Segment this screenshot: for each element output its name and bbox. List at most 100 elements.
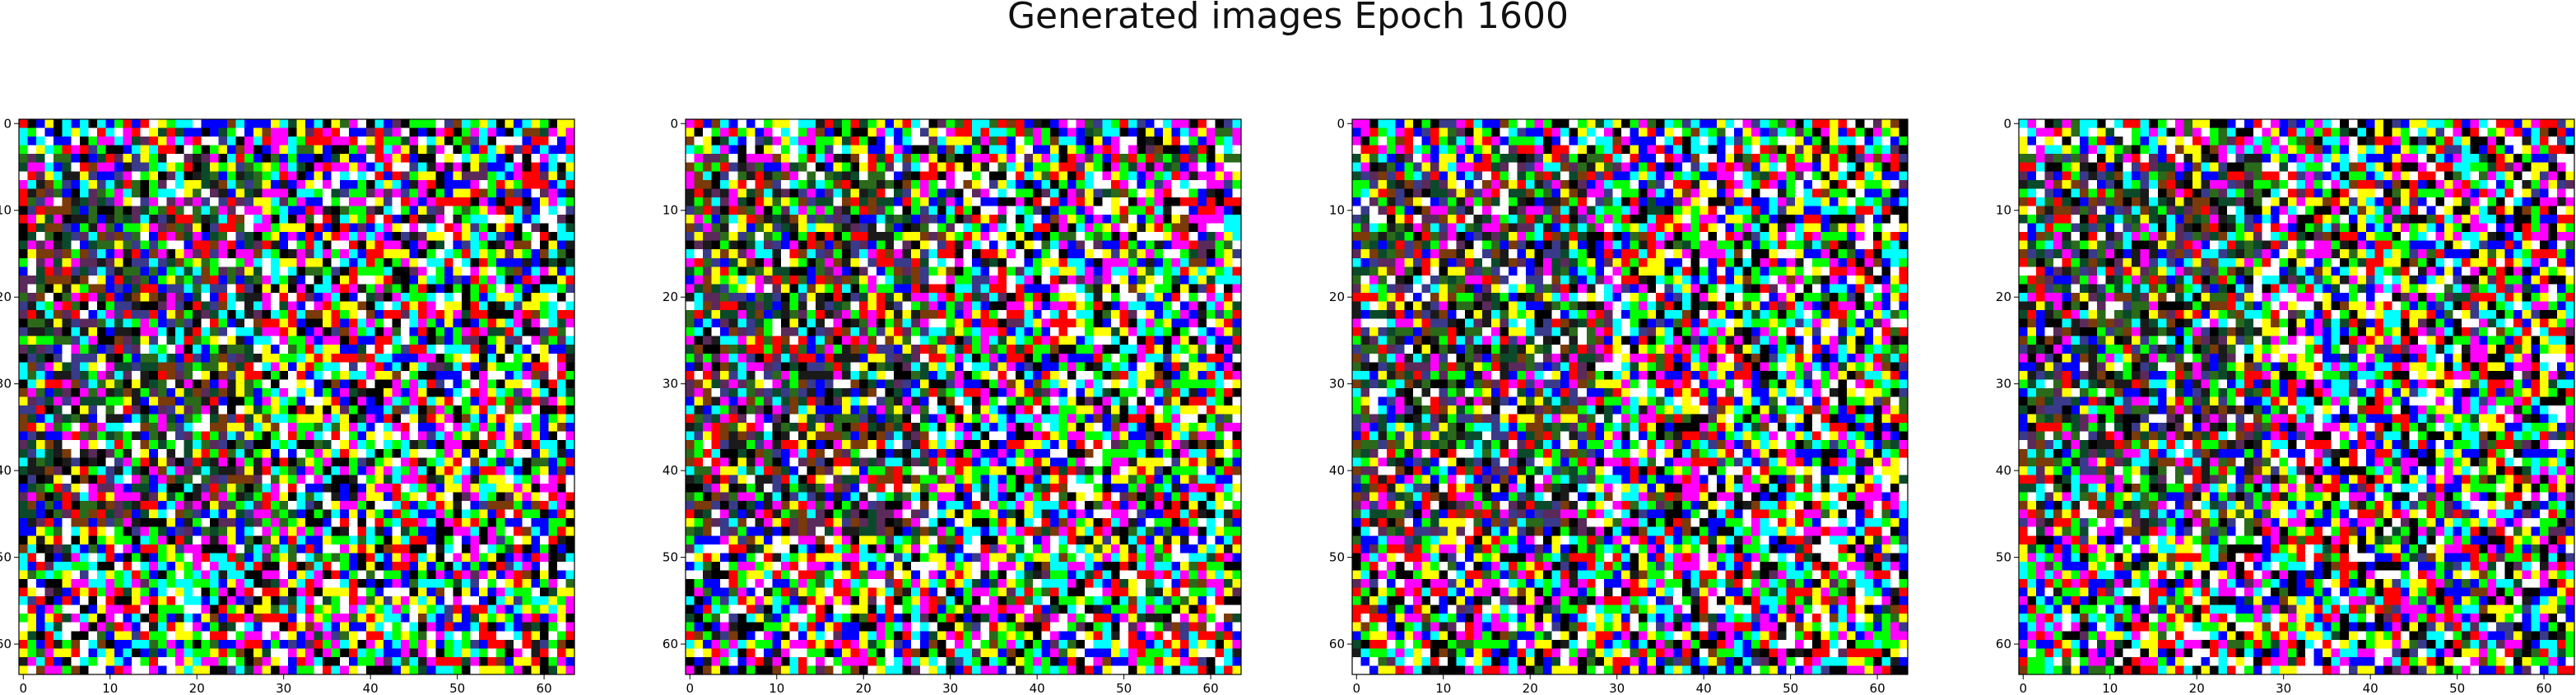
pixel (374, 301, 384, 311)
pixel (409, 596, 419, 605)
pixel (374, 614, 384, 623)
pixel (409, 232, 419, 242)
pixel (556, 370, 566, 380)
pixel (157, 587, 167, 597)
pixel (184, 656, 193, 666)
pixel (505, 544, 514, 554)
pixel (470, 362, 480, 372)
pixel (105, 570, 115, 580)
pixel (296, 223, 306, 233)
pixel (444, 414, 453, 424)
pixel (88, 223, 98, 233)
pixel (556, 622, 566, 632)
pixel (989, 223, 999, 233)
pixel (833, 127, 843, 137)
pixel (123, 570, 133, 580)
pixel (365, 266, 375, 276)
pixel (53, 665, 63, 675)
pixel (487, 301, 497, 311)
pixel (323, 266, 332, 276)
pixel (262, 431, 272, 441)
pixel (850, 119, 860, 128)
pixel (201, 553, 211, 563)
pixel (123, 466, 133, 475)
pixel (184, 526, 193, 536)
pixel (357, 362, 367, 372)
pixel (157, 197, 167, 206)
pixel (401, 405, 410, 415)
pixel (539, 639, 549, 649)
pixel (1197, 188, 1207, 198)
pixel (157, 249, 167, 259)
pixel (1049, 179, 1059, 189)
pixel (71, 405, 81, 415)
pixel (262, 292, 272, 302)
pixel (426, 257, 436, 267)
pixel (71, 553, 81, 563)
pixel (305, 648, 314, 658)
pixel (374, 206, 384, 215)
pixel (357, 145, 367, 155)
pixel (27, 466, 37, 475)
pixel (789, 127, 799, 137)
pixel (323, 587, 332, 597)
pixel (296, 154, 306, 164)
pixel (192, 614, 202, 623)
pixel (531, 509, 541, 519)
pixel (1058, 179, 1068, 189)
pixel (314, 353, 323, 363)
pixel (96, 596, 106, 605)
pixel (997, 162, 1007, 172)
pixel (496, 475, 505, 484)
pixel (401, 232, 410, 242)
pixel (435, 492, 445, 502)
pixel (62, 240, 72, 250)
pixel (132, 656, 142, 666)
pixel (348, 154, 358, 164)
pixel (487, 596, 497, 605)
pixel (253, 197, 263, 206)
pixel (36, 145, 45, 155)
pixel (88, 266, 98, 276)
pixel (184, 578, 193, 588)
pixel (88, 544, 98, 554)
pixel (201, 622, 211, 632)
pixel (798, 162, 808, 172)
pixel (514, 501, 523, 510)
pixel (71, 215, 81, 224)
pixel (850, 145, 860, 155)
pixel (522, 405, 532, 415)
pixel (62, 396, 72, 406)
pixel (218, 448, 228, 458)
pixel (392, 266, 402, 276)
pixel (253, 257, 263, 267)
pixel (149, 396, 159, 406)
pixel (235, 370, 245, 380)
x-tick-label: 40 (363, 681, 379, 695)
pixel (287, 119, 297, 128)
pixel (409, 501, 419, 510)
pixel (514, 171, 523, 181)
pixel (71, 387, 81, 397)
pixel (71, 396, 81, 406)
pixel (365, 188, 375, 198)
pixel (96, 162, 106, 172)
pixel (720, 223, 730, 233)
pixel (105, 605, 115, 614)
pixel (253, 518, 263, 528)
pixel (140, 292, 150, 302)
pixel (365, 197, 375, 206)
pixel (505, 162, 514, 172)
pixel (348, 215, 358, 224)
pixel (1206, 154, 1216, 164)
pixel (1145, 197, 1155, 206)
pixel (1180, 223, 1190, 233)
pixel (305, 179, 314, 189)
pixel (418, 154, 428, 164)
pixel (565, 561, 575, 571)
pixel (531, 387, 541, 397)
pixel (123, 215, 133, 224)
pixel (105, 622, 115, 632)
pixel (79, 232, 89, 242)
pixel (192, 197, 202, 206)
